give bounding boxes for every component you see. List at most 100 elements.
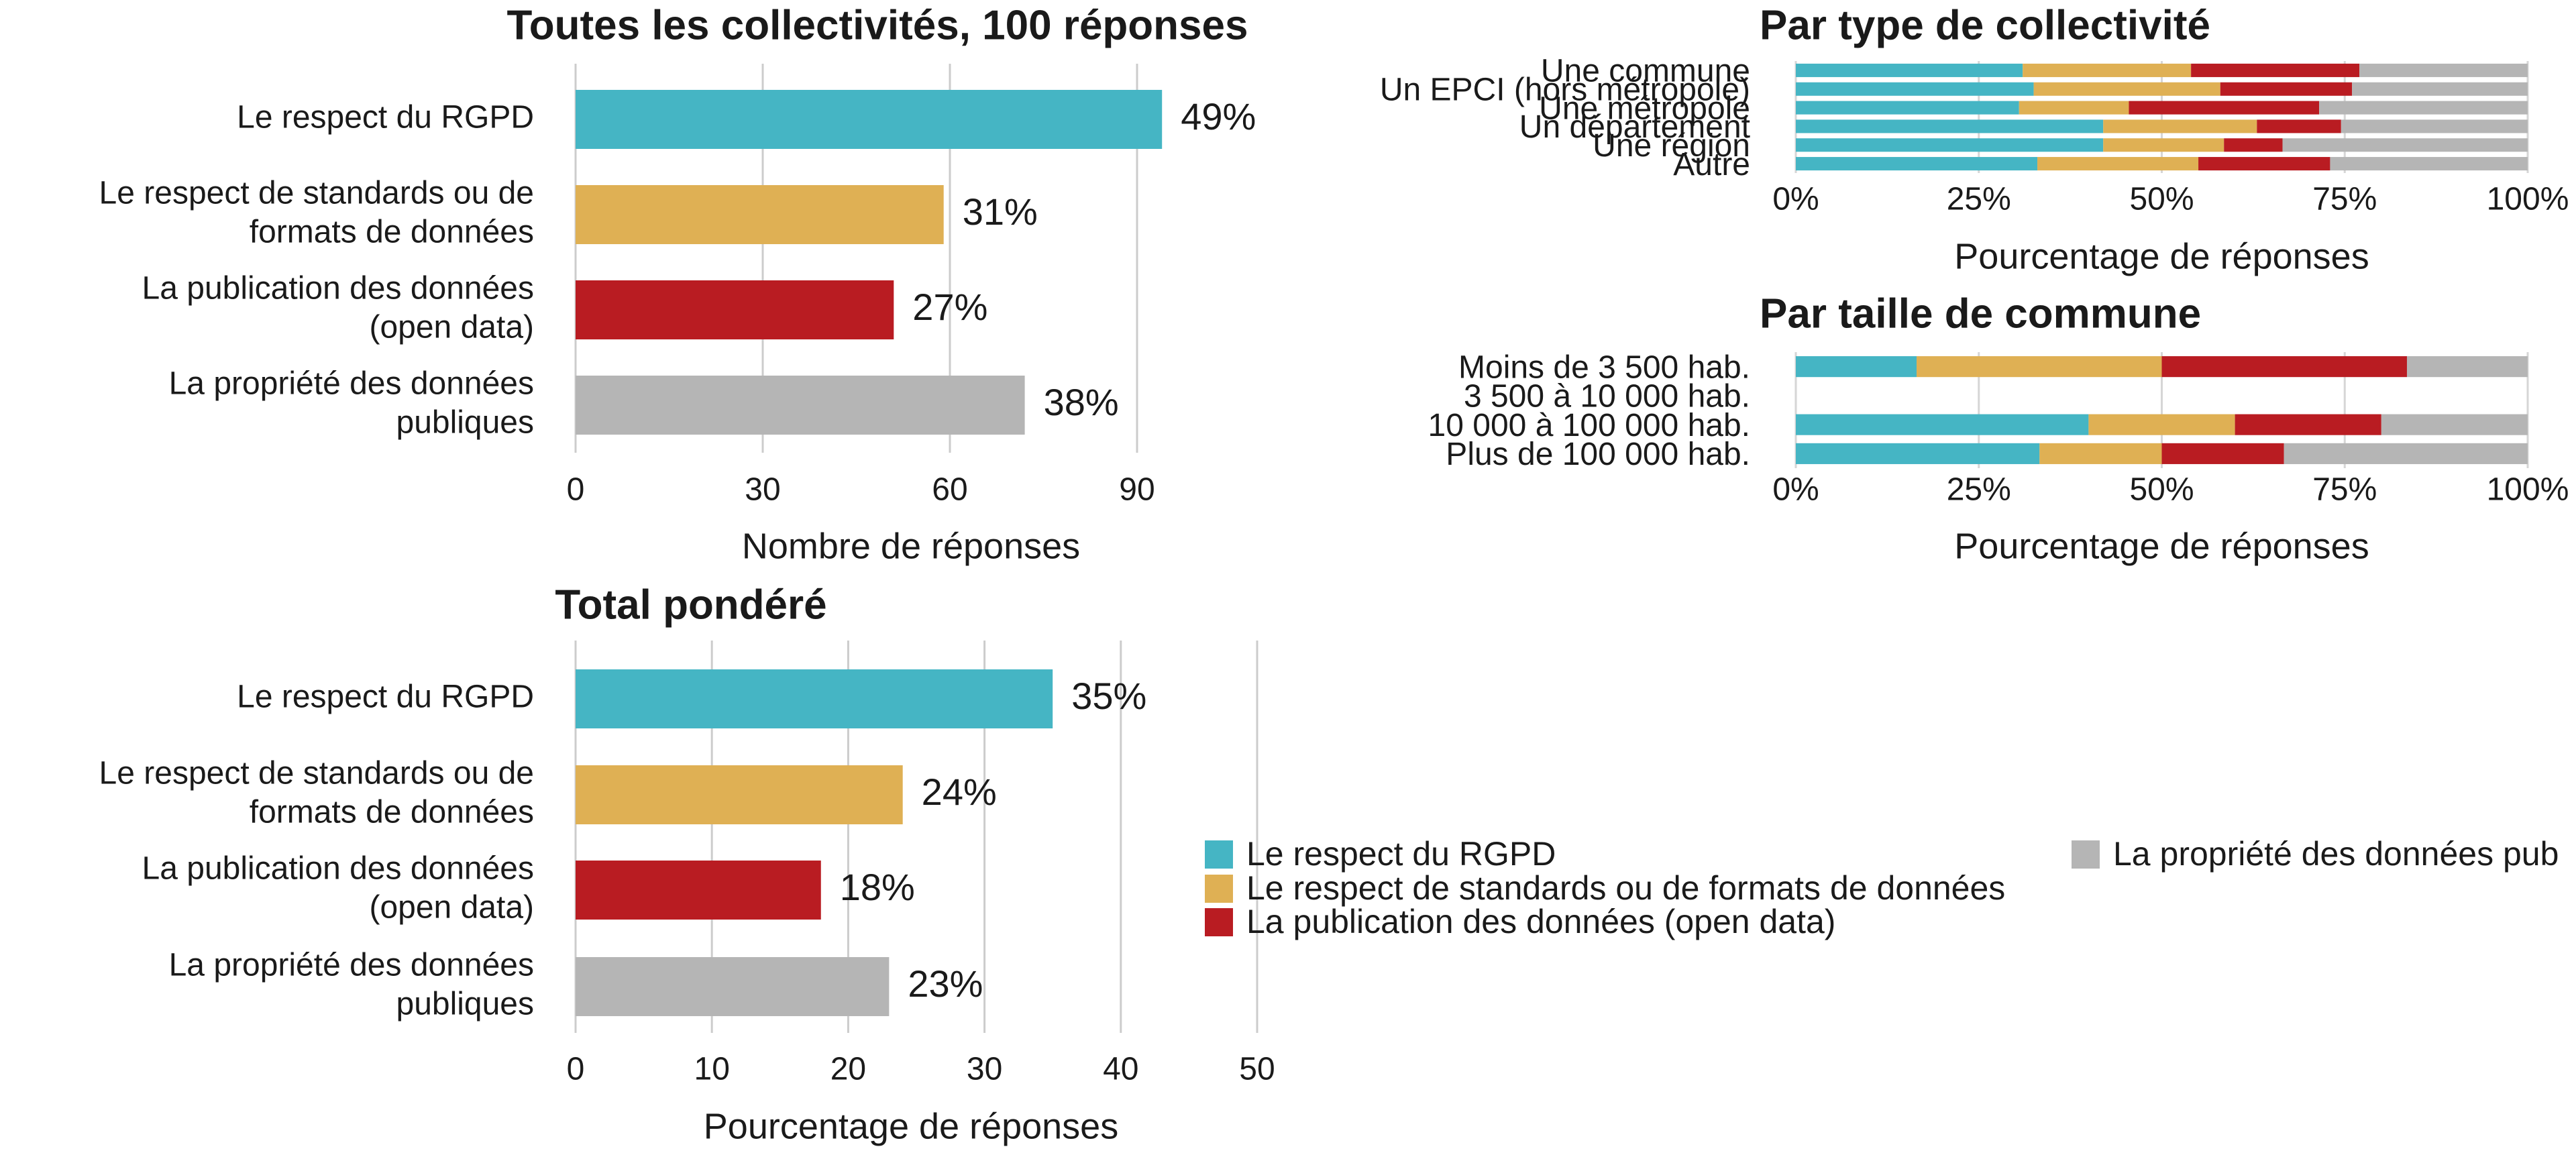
stacked-segment bbox=[2103, 119, 2257, 133]
x-tick-label: 25% bbox=[1947, 472, 2011, 508]
legend-label: Le respect de standards ou de formats de… bbox=[1246, 869, 2005, 907]
data-label: 24% bbox=[922, 771, 997, 813]
x-tick-label: 50 bbox=[1239, 1052, 1275, 1087]
legend-item: La propriété des données pub bbox=[2072, 835, 2559, 873]
x-tick-label: 0% bbox=[1772, 182, 1819, 217]
category-label: Moins de 3 500 hab. bbox=[1458, 349, 1750, 385]
x-tick-label: 50% bbox=[2129, 472, 2194, 508]
data-label: 18% bbox=[840, 866, 915, 908]
stacked-segment bbox=[2284, 443, 2528, 464]
category-label: formats de données bbox=[250, 215, 534, 250]
x-tick-label: 20 bbox=[830, 1052, 866, 1087]
category-label: La publication des données bbox=[142, 271, 534, 307]
data-label: 35% bbox=[1071, 675, 1146, 717]
x-tick-label: 90 bbox=[1119, 472, 1155, 508]
category-label: Autre bbox=[1673, 147, 1750, 182]
stacked-segment bbox=[2037, 157, 2199, 171]
category-label: 10 000 à 100 000 hab. bbox=[1428, 408, 1750, 443]
stacked-segment bbox=[2161, 356, 2407, 378]
x-tick-label: 100% bbox=[2487, 182, 2569, 217]
bar bbox=[576, 90, 1163, 149]
panel-title: Par type de collectivité bbox=[1760, 2, 2210, 48]
x-tick-label: 0% bbox=[1772, 472, 1819, 508]
stacked-segment bbox=[2282, 138, 2528, 152]
category-label: Une commune bbox=[1541, 54, 1750, 89]
category-label: Le respect de standards ou de bbox=[99, 756, 534, 791]
x-axis-title: Nombre de réponses bbox=[742, 526, 1080, 566]
panel-title: Par taille de commune bbox=[1760, 290, 2201, 337]
category-label: formats de données bbox=[250, 795, 534, 830]
legend-item: Le respect du RGPD bbox=[1205, 835, 1556, 873]
x-axis-title: Pourcentage de réponses bbox=[1954, 236, 2369, 276]
x-tick-label: 100% bbox=[2487, 472, 2569, 508]
stacked-segment bbox=[2341, 119, 2528, 133]
stacked-segment bbox=[1796, 356, 1917, 378]
stacked-segment bbox=[2129, 101, 2320, 115]
stacked-segment bbox=[2191, 63, 2360, 77]
stacked-segment bbox=[2019, 101, 2129, 115]
category-label: (open data) bbox=[369, 310, 534, 345]
category-label: (open data) bbox=[369, 890, 534, 926]
stacked-segment bbox=[1796, 157, 2038, 171]
x-tick-label: 75% bbox=[2312, 472, 2377, 508]
stacked-segment bbox=[2088, 414, 2235, 435]
data-label: 49% bbox=[1181, 95, 1256, 137]
stacked-segment bbox=[1917, 356, 2162, 378]
stacked-segment bbox=[2381, 414, 2528, 435]
legend-swatch bbox=[1205, 875, 1233, 903]
legend-label: Le respect du RGPD bbox=[1246, 835, 1556, 873]
stacked-segment bbox=[1796, 414, 2089, 435]
bar bbox=[576, 376, 1025, 435]
legend-item: La publication des données (open data) bbox=[1205, 903, 1835, 940]
stack-panel-1: Par type de collectivité 0% 25% 50% 75% 100% U… bbox=[1380, 2, 2569, 276]
bar bbox=[576, 280, 894, 339]
legend-swatch bbox=[2072, 840, 2100, 869]
x-tick-label: 75% bbox=[2312, 182, 2377, 217]
legend-item: Le respect de standards ou de formats de… bbox=[1205, 869, 2005, 907]
data-label: 38% bbox=[1044, 381, 1119, 423]
stacked-segment bbox=[2406, 356, 2528, 378]
stacked-segment bbox=[1796, 63, 2023, 77]
bar-panel-0: Toutes les collectivités, 100 réponses 0 3… bbox=[99, 2, 1256, 566]
stacked-segment bbox=[1796, 82, 2034, 96]
stacked-segment bbox=[1796, 119, 2104, 133]
category-label: Une région bbox=[1593, 128, 1750, 164]
category-label: Un département bbox=[1519, 109, 1750, 145]
x-axis-title: Pourcentage de réponses bbox=[1954, 526, 2369, 566]
stacked-segment bbox=[2220, 82, 2353, 96]
data-label: 23% bbox=[908, 962, 983, 1005]
stacked-segment bbox=[2224, 138, 2283, 152]
category-label: 3 500 à 10 000 hab. bbox=[1464, 379, 1750, 415]
bar bbox=[576, 669, 1053, 728]
legend-swatch bbox=[1205, 908, 1233, 936]
legend-label: La publication des données (open data) bbox=[1246, 903, 1835, 940]
x-tick-label: 50% bbox=[2129, 182, 2194, 217]
bar bbox=[576, 765, 903, 824]
category-label: publiques bbox=[396, 405, 535, 441]
stacked-segment bbox=[2198, 157, 2330, 171]
bar bbox=[576, 185, 944, 244]
category-label: La publication des données bbox=[142, 851, 534, 887]
stacked-segment bbox=[2352, 82, 2528, 96]
panel-title: Total pondéré bbox=[555, 582, 826, 628]
stacked-segment bbox=[2235, 414, 2381, 435]
category-label: Le respect de standards ou de bbox=[99, 176, 534, 211]
stacked-segment bbox=[2330, 157, 2528, 171]
data-label: 31% bbox=[963, 190, 1038, 233]
x-tick-label: 40 bbox=[1103, 1052, 1138, 1087]
bar bbox=[576, 861, 821, 920]
category-label: La propriété des données bbox=[169, 366, 534, 402]
category-label: Le respect du RGPD bbox=[237, 679, 534, 715]
stacked-segment bbox=[2257, 119, 2341, 133]
category-label: publiques bbox=[396, 987, 535, 1022]
stacked-segment bbox=[2161, 443, 2284, 464]
stack-panel-2: Par taille de commune 0% 25% 50% 75% 100% Moin… bbox=[1428, 290, 2569, 566]
x-tick-label: 0 bbox=[567, 472, 585, 508]
category-label: Le respect du RGPD bbox=[237, 100, 534, 135]
bar-panel-3: Total pondéré 0 10 20 30 40 50 35% Le respect du… bbox=[99, 582, 1275, 1146]
category-label: Plus de 100 000 hab. bbox=[1446, 437, 1750, 472]
panel-title: Toutes les collectivités, 100 réponses bbox=[506, 2, 1248, 48]
category-label: Un EPCI (hors métropole) bbox=[1380, 72, 1750, 107]
